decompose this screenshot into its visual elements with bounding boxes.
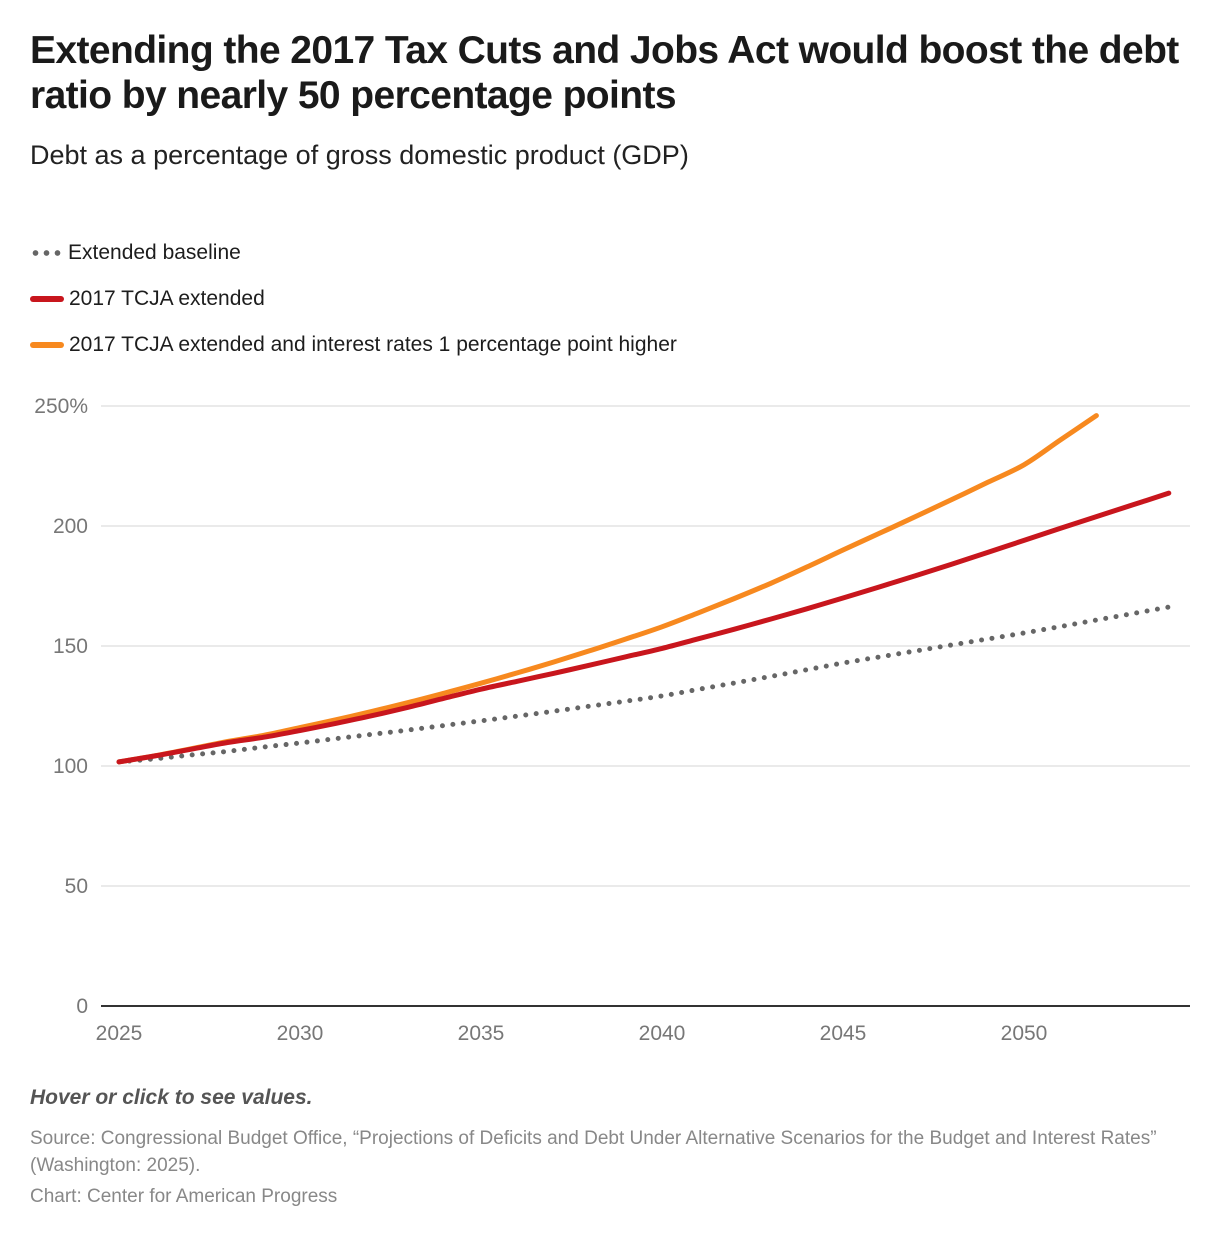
series-line-tcja-higher-rates[interactable] [116, 413, 1099, 765]
x-tick-label: 2045 [820, 1022, 867, 1045]
chart-subtitle: Debt as a percentage of gross domestic p… [30, 140, 689, 170]
x-tick-label: 2040 [639, 1022, 686, 1045]
legend-item-extended-baseline[interactable]: Extended baseline [30, 238, 241, 268]
y-tick-label: 200 [53, 515, 88, 538]
chart-title: Extending the 2017 Tax Cuts and Jobs Act… [30, 29, 1179, 117]
series-line-extended-baseline[interactable] [116, 604, 1172, 765]
y-tick-label: 50 [65, 875, 88, 898]
x-tick-label: 2035 [458, 1022, 505, 1045]
y-axis-ticks: 0 50 100 150 200 250% [34, 395, 88, 1018]
hover-hint: Hover or click to see values. [30, 1086, 313, 1109]
orange-line-swatch-icon [30, 342, 64, 348]
series-line-tcja-extended[interactable] [116, 490, 1172, 765]
series-lines[interactable] [116, 413, 1172, 765]
y-tick-label: 0 [76, 995, 88, 1018]
x-axis-ticks: 2025 2030 2035 2040 2045 2050 [96, 1022, 1048, 1045]
dotted-line-swatch-icon [30, 250, 63, 256]
y-tick-label: 150 [53, 635, 88, 658]
line-chart[interactable]: 0 50 100 150 200 250% 2025 2030 2035 2040 2045 205… [0, 380, 1220, 1060]
x-tick-label: 2025 [96, 1022, 143, 1045]
legend-label: 2017 TCJA extended [69, 287, 265, 310]
source-note: Source: Congressional Budget Office, “Pr… [30, 1128, 1157, 1176]
legend-label: 2017 TCJA extended and interest rates 1 … [69, 333, 677, 356]
legend-item-tcja-extended[interactable]: 2017 TCJA extended [30, 284, 265, 314]
legend-item-tcja-higher-rates[interactable]: 2017 TCJA extended and interest rates 1 … [30, 330, 677, 360]
legend-label: Extended baseline [68, 241, 241, 264]
x-tick-label: 2050 [1001, 1022, 1048, 1045]
y-tick-label: 250% [34, 395, 88, 418]
gridlines [101, 405, 1190, 887]
x-tick-label: 2030 [277, 1022, 324, 1045]
chart-credit: Chart: Center for American Progress [30, 1186, 338, 1207]
red-line-swatch-icon [30, 296, 64, 302]
y-tick-label: 100 [53, 755, 88, 778]
